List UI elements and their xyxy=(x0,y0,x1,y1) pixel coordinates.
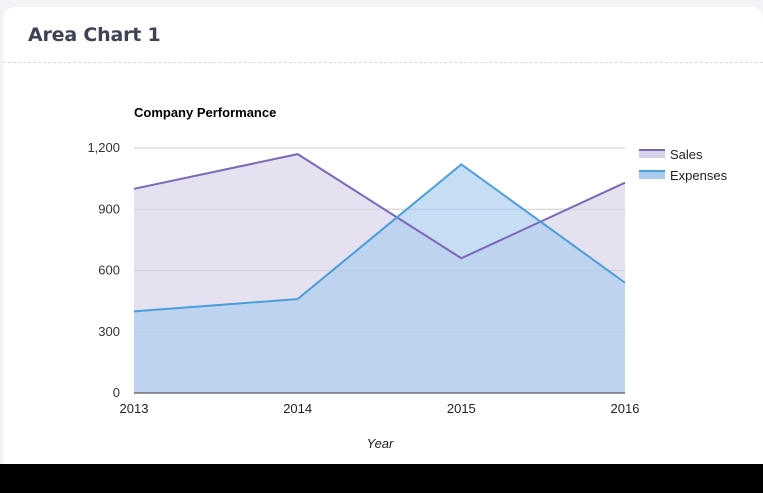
x-tick-label: 2013 xyxy=(120,401,149,416)
series-lines xyxy=(133,153,626,313)
card-header: Area Chart 1 xyxy=(3,7,763,63)
x-tick-label: 2015 xyxy=(447,401,476,416)
legend-label-sales: Sales xyxy=(670,147,703,162)
chart-title: Company Performance xyxy=(134,105,276,120)
x-axis-title: Year xyxy=(367,436,394,451)
x-tick-label: 2014 xyxy=(283,401,312,416)
legend-swatch-expenses xyxy=(639,171,665,179)
y-tick-label: 300 xyxy=(98,324,120,339)
card-title: Area Chart 1 xyxy=(28,24,161,46)
line-expenses xyxy=(133,163,626,313)
y-tick-label: 0 xyxy=(113,385,120,400)
y-tick-label: 600 xyxy=(98,263,120,278)
chart-card: Area Chart 1 Company Performance 0 300 600… xyxy=(3,7,763,477)
y-tick-label: 900 xyxy=(98,201,120,216)
bottom-bar xyxy=(0,464,763,493)
area-expenses xyxy=(134,164,625,393)
legend: Sales Expenses xyxy=(639,147,728,183)
x-tick-label: 2016 xyxy=(611,401,640,416)
legend-swatch-sales xyxy=(639,150,665,158)
legend-label-expenses: Expenses xyxy=(670,168,728,183)
y-tick-label: 1,200 xyxy=(87,140,120,155)
area-chart: Company Performance 0 300 600 900 1,200 2013… xyxy=(87,105,728,451)
x-axis-tick-labels: 2013 2014 2015 2016 xyxy=(120,401,640,416)
chart-container: Company Performance 0 300 600 900 1,200 2013… xyxy=(3,63,763,477)
series-areas xyxy=(134,154,625,393)
y-axis-tick-labels: 0 300 600 900 1,200 xyxy=(87,140,120,400)
line-sales xyxy=(133,153,626,260)
